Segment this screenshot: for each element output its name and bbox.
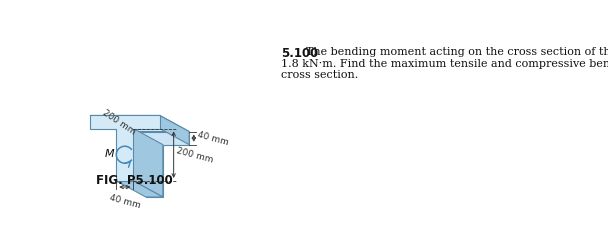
Text: cross section.: cross section. — [282, 70, 359, 80]
Polygon shape — [133, 129, 163, 197]
Text: FIG. P5.100: FIG. P5.100 — [95, 173, 173, 187]
Text: 1.8 kN·m. Find the maximum tensile and compressive bending stresses acting on th: 1.8 kN·m. Find the maximum tensile and c… — [282, 58, 608, 68]
Text: 5.100: 5.100 — [282, 47, 319, 60]
Text: 40 mm: 40 mm — [197, 130, 230, 147]
Text: The bending moment acting on the cross section of the beam is M =: The bending moment acting on the cross s… — [306, 47, 608, 57]
Text: 200 mm: 200 mm — [100, 108, 137, 136]
Polygon shape — [90, 116, 189, 132]
Polygon shape — [116, 181, 163, 197]
Polygon shape — [119, 132, 189, 197]
Polygon shape — [160, 116, 189, 145]
Text: M: M — [105, 148, 114, 158]
Polygon shape — [90, 116, 160, 181]
Text: 40 mm: 40 mm — [108, 193, 141, 209]
Text: 200 mm: 200 mm — [176, 146, 215, 164]
